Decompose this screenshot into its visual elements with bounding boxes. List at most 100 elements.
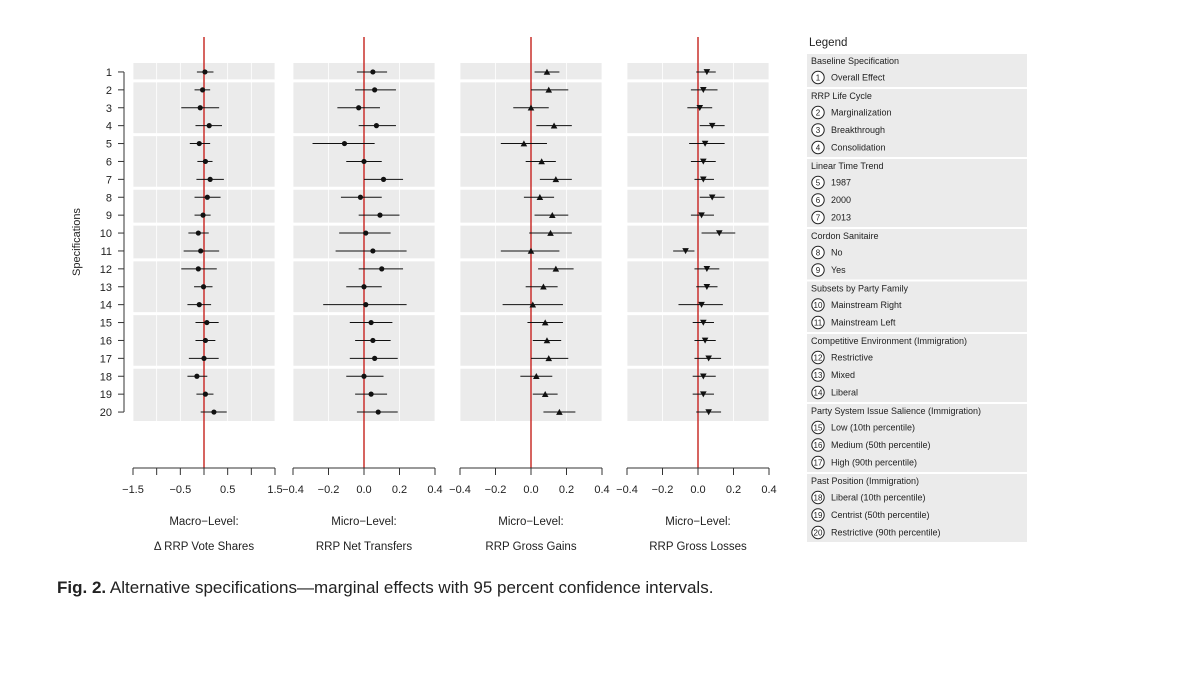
legend-number-circle <box>811 385 825 400</box>
legend-group-background <box>807 54 1027 87</box>
point-estimate <box>716 230 723 237</box>
legend-title: Legend <box>809 37 847 49</box>
point-estimate <box>700 319 707 326</box>
legend-number: 13 <box>814 371 823 380</box>
point-estimate <box>703 266 711 273</box>
legend-item-label: Restrictive <box>831 353 873 363</box>
point-estimate <box>701 337 709 344</box>
panel-title-line2: RRP Net Transfers <box>316 541 413 553</box>
legend-number: 19 <box>814 511 823 520</box>
legend-group-header: Past Position (Immigration) <box>811 476 919 486</box>
legend-group-header: Cordon Sanitaire <box>811 231 879 241</box>
point-estimate <box>370 337 376 344</box>
y-tick-label: 3 <box>106 103 112 115</box>
legend-group-1: Baseline Specification 1 Overall Effect <box>807 54 1027 87</box>
panel-4: −0.4 −0.2 0.0 0.2 0.4 Micro−Level: RRP Gross L… <box>616 37 777 553</box>
point-estimate <box>202 69 208 75</box>
point-estimate <box>199 87 206 93</box>
point-estimate <box>547 229 554 236</box>
legend-group-7: Party System Issue Salience (Immigration… <box>807 404 1027 472</box>
legend-item-label: Marginalization <box>831 108 892 118</box>
legend-item-label: 2013 <box>831 213 851 223</box>
legend-group-header: Baseline Specification <box>811 56 899 66</box>
legend-item-label: 2000 <box>831 195 851 205</box>
point-estimate <box>698 212 705 219</box>
legend-number-circle <box>811 263 825 277</box>
legend-number: 15 <box>814 424 823 433</box>
y-tick-label: 10 <box>100 228 112 240</box>
legend-number: 7 <box>816 214 821 223</box>
panel-1: −1.5 −0.5 0.5 1.5 Macro−Level: Δ RRP Vote Sha… <box>122 37 283 553</box>
point-estimate <box>545 86 553 93</box>
point-estimate <box>372 87 378 93</box>
y-tick-label: 5 <box>106 139 112 151</box>
x-tick-label: 0.4 <box>427 484 442 496</box>
point-estimate <box>373 123 380 129</box>
legend-group-header: Linear Time Trend <box>811 161 884 171</box>
point-estimate <box>708 122 716 129</box>
legend-item-label: Low (10th percentile) <box>831 423 915 433</box>
point-estimate <box>533 373 540 380</box>
point-estimate <box>701 140 709 147</box>
x-tick-label: −0.4 <box>282 484 304 496</box>
point-estimate <box>370 69 376 75</box>
legend-item-label: Consolidation <box>831 143 886 153</box>
legend-number: 17 <box>814 459 823 468</box>
legend-item-label: No <box>831 248 843 258</box>
x-tick-label: −1.5 <box>122 484 144 496</box>
legend-group-background <box>807 89 1027 157</box>
point-estimate <box>377 212 383 218</box>
legend-number: 10 <box>814 301 823 310</box>
legend-item-label: Yes <box>831 265 846 275</box>
point-estimate <box>708 194 716 201</box>
legend-group-header: Subsets by Party Family <box>811 284 909 294</box>
x-tick-label: 0.2 <box>726 484 741 496</box>
legend-number-circle <box>811 70 825 85</box>
point-estimate <box>204 194 210 200</box>
point-estimate <box>700 87 707 94</box>
point-estimate <box>700 391 707 398</box>
point-estimate <box>540 283 547 290</box>
y-tick-label: 4 <box>106 121 112 133</box>
legend-number: 5 <box>816 179 821 188</box>
legend-item-label: Breakthrough <box>831 125 885 135</box>
point-estimate <box>682 248 689 255</box>
x-tick-label: 0.2 <box>559 484 574 496</box>
figure-caption: Fig. 2. Alternative specifications—margi… <box>57 578 713 598</box>
point-estimate <box>206 123 212 129</box>
point-estimate <box>375 409 381 415</box>
x-tick-label: 0.0 <box>523 484 538 496</box>
legend-group-background <box>807 281 1027 332</box>
legend-item-label: Restrictive (90th percentile) <box>831 528 941 538</box>
y-tick-label: 14 <box>100 300 112 312</box>
legend-number-circle <box>811 210 825 225</box>
point-estimate <box>705 409 712 416</box>
panel-title-line2: Δ RRP Vote Shares <box>154 541 254 553</box>
legend-number-circle <box>811 298 825 312</box>
point-estimate <box>536 194 544 201</box>
y-tick-label: 2 <box>106 85 112 97</box>
legend-number: 14 <box>814 389 823 398</box>
legend-number-circle <box>811 175 825 190</box>
point-estimate <box>696 104 704 111</box>
legend-number: 16 <box>814 441 823 450</box>
x-tick-label: −0.5 <box>169 484 191 496</box>
panel-title-line2: RRP Gross Losses <box>649 541 747 553</box>
point-estimate <box>552 265 560 272</box>
panel-title-line1: Micro−Level: <box>665 516 731 528</box>
point-estimate <box>527 104 535 111</box>
panel-3: −0.4 −0.2 0.0 0.2 0.4 Micro−Level: RRP Gross G… <box>449 37 610 553</box>
x-tick-label: −0.2 <box>652 484 674 496</box>
x-tick-label: 0.4 <box>594 484 609 496</box>
y-axis-title: Specifications <box>71 208 83 276</box>
y-tick-label: 19 <box>100 389 112 401</box>
point-estimate <box>700 176 707 183</box>
point-estimate <box>543 68 551 75</box>
point-estimate <box>341 140 348 147</box>
legend-number-circle <box>811 455 825 470</box>
legend-number-circle <box>811 490 825 505</box>
x-tick-label: 0.2 <box>392 484 407 496</box>
legend-number-circle <box>811 245 825 260</box>
point-estimate <box>379 266 385 272</box>
legend-number-circle <box>811 525 825 540</box>
